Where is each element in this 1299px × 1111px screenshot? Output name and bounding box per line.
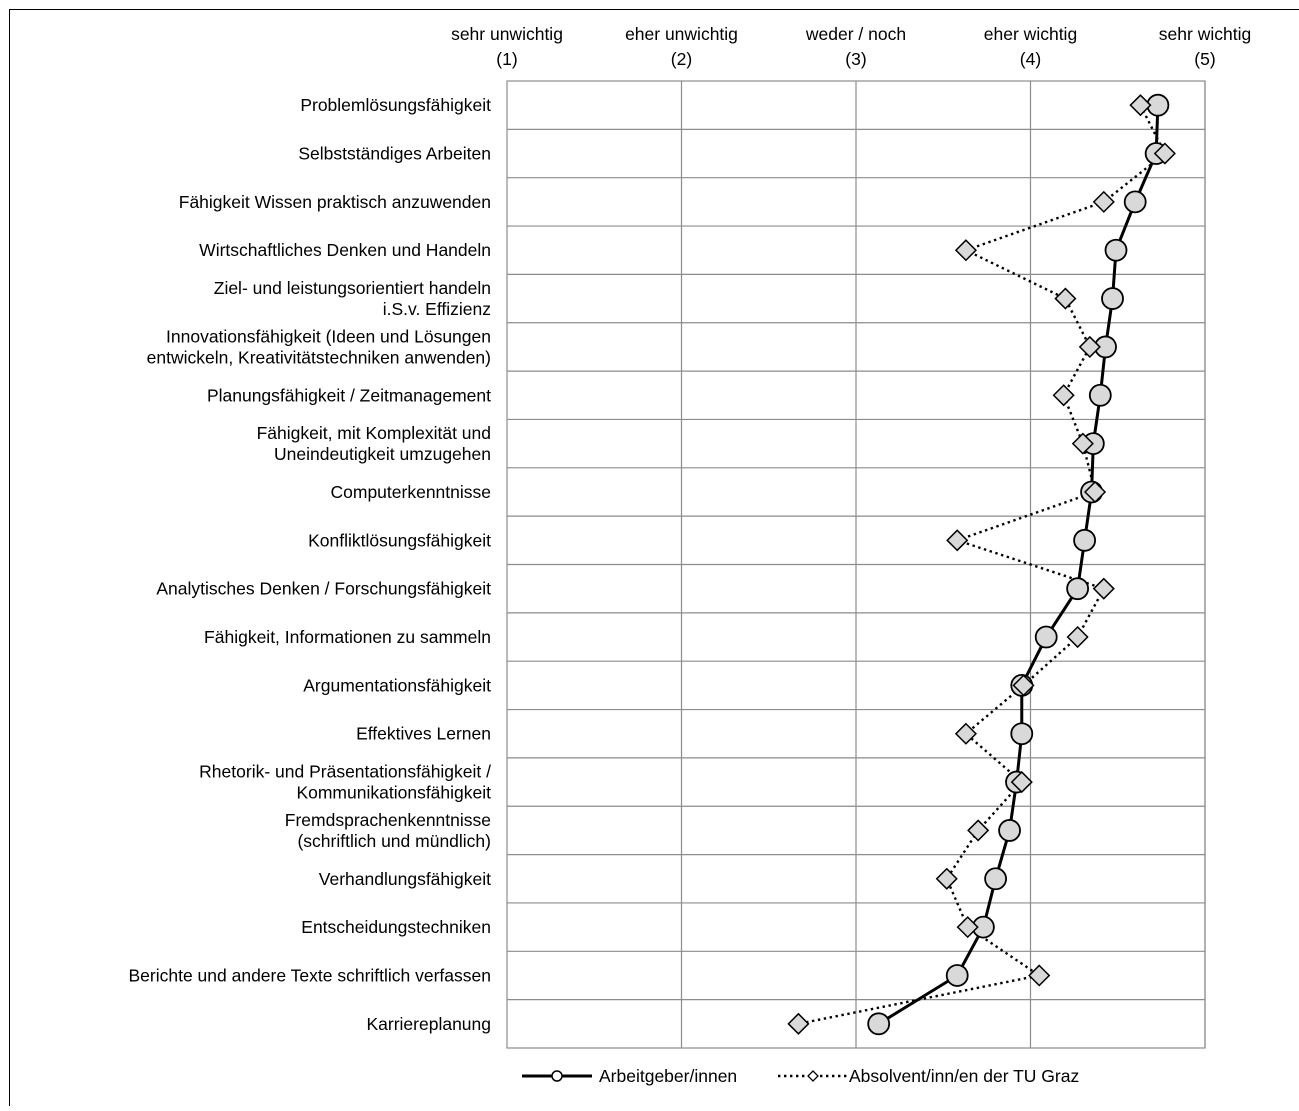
category-label: Entscheidungstechniken [301,917,491,937]
grid-layer [507,81,1205,1048]
category-label: Planungsfähigkeit / Zeitmanagement [207,385,491,405]
series-point [1090,385,1111,406]
category-label-line: Effektives Lernen [356,724,491,744]
category-label-line: Ziel- und leistungsorientiert handeln [214,278,491,298]
series-point [1102,288,1123,309]
series-point [1067,578,1088,599]
legend-label: Arbeitgeber/innen [599,1066,737,1086]
legend-marker [552,1071,562,1081]
x-tick-label-number: (3) [845,49,866,69]
x-tick-label-text: eher wichtig [984,24,1077,44]
category-label-line: Analytisches Denken / Forschungsfähigkei… [156,579,491,599]
x-tick-label-text: weder / noch [805,24,906,44]
category-label: Karriereplanung [366,1014,491,1034]
category-label: Verhandlungsfähigkeit [319,869,491,889]
category-label: Wirtschaftliches Denken und Handeln [199,240,491,260]
category-label: Innovationsfähigkeit (Ideen und Lösungen… [147,326,491,367]
category-label: Fremdsprachenkenntnisse(schriftlich und … [285,810,491,851]
x-tick-label-number: (4) [1020,49,1041,69]
category-label-line: entwickeln, Kreativitätstechniken anwend… [147,347,491,367]
x-tick-label-text: sehr wichtig [1159,24,1251,44]
category-label: Argumentationsfähigkeit [303,675,491,695]
legend-label: Absolvent/inn/en der TU Graz [849,1066,1079,1086]
category-label: Computerkenntnisse [331,482,492,502]
category-label: Konfliktlösungsfähigkeit [308,530,491,550]
category-label-line: Entscheidungstechniken [301,917,491,937]
series-point [868,1013,889,1034]
x-tick-label-text: eher unwichtig [625,24,738,44]
category-label-line: Fähigkeit Wissen praktisch anzuwenden [179,192,491,212]
category-label-line: Planungsfähigkeit / Zeitmanagement [207,385,491,405]
category-label-line: Computerkenntnisse [331,482,492,502]
category-label: Selbstständiges Arbeiten [298,144,491,164]
category-label-line: Argumentationsfähigkeit [303,675,491,695]
series-point [1106,240,1127,261]
category-label-line: Innovationsfähigkeit (Ideen und Lösungen [166,326,491,346]
category-label-line: Karriereplanung [366,1014,491,1034]
x-tick-label-number: (1) [496,49,517,69]
category-label-line: Selbstständiges Arbeiten [298,144,491,164]
category-label: Berichte und andere Texte schriftlich ve… [128,965,491,985]
series-point [947,965,968,986]
category-label-line: Konfliktlösungsfähigkeit [308,530,491,550]
category-label: Analytisches Denken / Forschungsfähigkei… [156,579,491,599]
category-label-line: Uneindeutigkeit umzugehen [274,444,491,464]
category-label-line: i.S.v. Effizienz [383,299,491,319]
series-point [999,820,1020,841]
x-tick-label-text: sehr unwichtig [451,24,563,44]
category-label-line: Fähigkeit, Informationen zu sammeln [204,627,491,647]
outer-frame [10,10,1299,1107]
category-label-line: (schriftlich und mündlich) [297,831,491,851]
category-label-line: Fähigkeit, mit Komplexität und [257,423,491,443]
series-point [1036,627,1057,648]
category-label: Fähigkeit, mit Komplexität undUneindeuti… [257,423,491,464]
category-label: Fähigkeit, Informationen zu sammeln [204,627,491,647]
category-label-line: Verhandlungsfähigkeit [319,869,491,889]
series-point [1074,530,1095,551]
x-tick-label-number: (2) [671,49,692,69]
category-label-line: Kommunikationsfähigkeit [296,783,491,803]
category-label: Fähigkeit Wissen praktisch anzuwenden [179,192,491,212]
category-label-line: Berichte und andere Texte schriftlich ve… [128,965,491,985]
category-label: Problemlösungsfähigkeit [300,95,491,115]
category-label-line: Fremdsprachenkenntnisse [285,810,491,830]
category-label: Effektives Lernen [356,724,491,744]
x-tick-label-number: (5) [1194,49,1215,69]
category-label-line: Problemlösungsfähigkeit [300,95,491,115]
series-point [1125,191,1146,212]
series-point [1011,723,1032,744]
category-label-line: Rhetorik- und Präsentationsfähigkeit / [199,762,491,782]
category-label-line: Wirtschaftliches Denken und Handeln [199,240,491,260]
series-point [985,868,1006,889]
